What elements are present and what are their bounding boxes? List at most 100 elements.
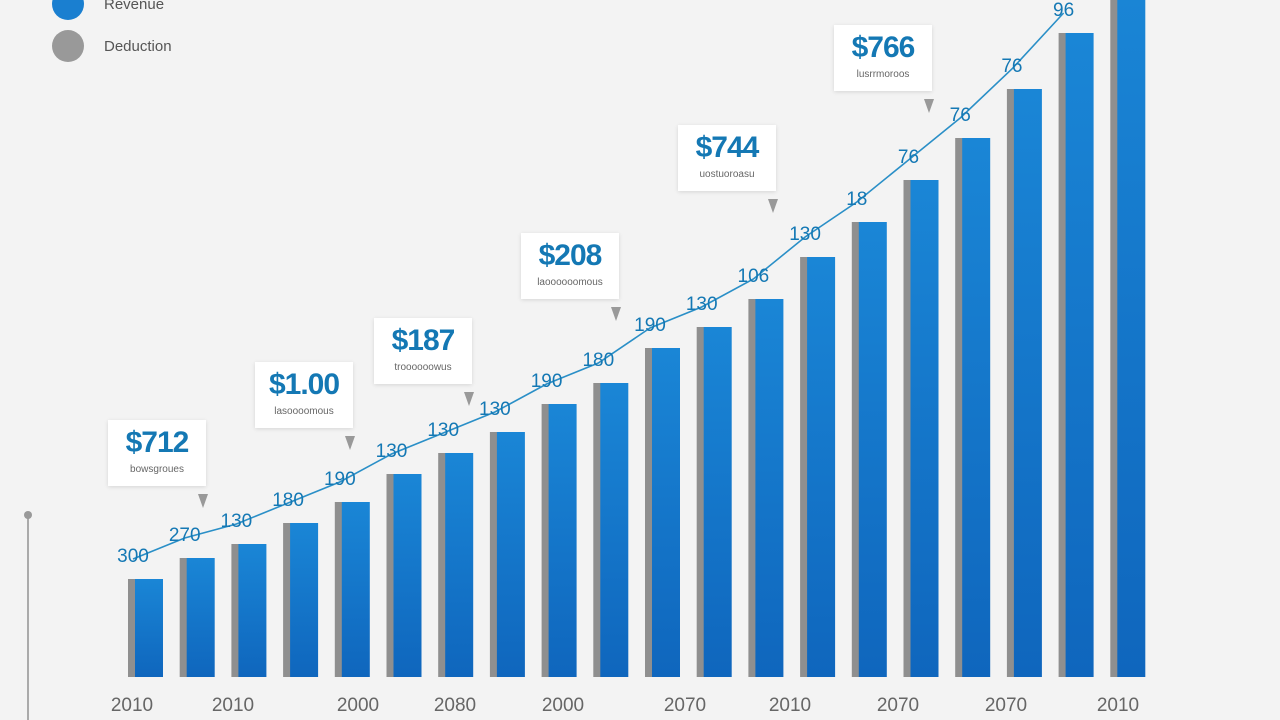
legend-item-deduction: Deduction xyxy=(52,30,172,62)
bar xyxy=(496,432,525,677)
x-tick-label: 2070 xyxy=(985,695,1027,716)
bar xyxy=(238,544,267,677)
legend-dot-gray xyxy=(52,30,84,62)
callout-pointer-icon xyxy=(768,199,778,213)
bar xyxy=(910,180,939,677)
bar xyxy=(135,579,163,677)
x-tick-label: 2010 xyxy=(212,695,254,716)
callout-caption: lasoooomous xyxy=(274,406,334,417)
x-tick-label: 2010 xyxy=(769,695,811,716)
x-tick-label: 2000 xyxy=(542,695,584,716)
line-data-label: 190 xyxy=(634,315,666,336)
line-data-label: 130 xyxy=(221,511,253,532)
bar-side xyxy=(903,180,912,677)
bar-side xyxy=(1110,0,1119,677)
bar-side xyxy=(1006,89,1015,677)
line-data-label: 180 xyxy=(272,490,304,511)
callout-value: $208 xyxy=(538,239,603,272)
bar xyxy=(703,327,732,677)
line-data-label: 270 xyxy=(169,525,201,546)
legend-item-revenue: Revenue xyxy=(52,0,164,20)
callout-pointer-icon xyxy=(464,392,474,406)
legend-label: Deduction xyxy=(104,37,172,55)
line-data-label: 130 xyxy=(789,224,821,245)
bar-side xyxy=(593,383,602,677)
bar-side xyxy=(800,257,809,677)
callout-pointer-icon xyxy=(611,307,621,321)
axis-line xyxy=(27,515,29,720)
line-data-label: 130 xyxy=(686,294,718,315)
axis-dot xyxy=(24,511,32,519)
callout-box: $712 bowsgroues xyxy=(108,420,208,508)
legend-dot-blue xyxy=(52,0,84,20)
bar xyxy=(341,502,370,677)
bar-side xyxy=(231,544,240,677)
bar xyxy=(186,558,215,677)
callout-box: $1.00 lasoooomous xyxy=(255,362,355,450)
bar-side xyxy=(489,432,498,677)
callout-pointer-icon xyxy=(924,99,934,113)
x-tick-label: 2080 xyxy=(434,695,476,716)
callout-caption: lusrrmoroos xyxy=(856,69,910,80)
bar xyxy=(652,348,680,677)
x-tick-label: 2070 xyxy=(877,695,919,716)
line-data-label: 130 xyxy=(479,399,511,420)
bar xyxy=(548,404,577,677)
callout-box: $766 lusrrmoroos xyxy=(834,25,934,113)
bar-side xyxy=(748,299,757,677)
line-data-label: 190 xyxy=(531,371,563,392)
callout-caption: bowsgroues xyxy=(130,464,184,475)
bar-side xyxy=(645,348,653,677)
bar-side xyxy=(128,579,136,677)
line-data-label: 76 xyxy=(950,105,971,126)
callout-pointer-icon xyxy=(198,494,208,508)
x-tick-label: 2070 xyxy=(664,695,706,716)
bar xyxy=(393,474,422,677)
bar-side xyxy=(179,558,188,677)
bar xyxy=(600,383,629,677)
bar xyxy=(755,299,784,677)
callout-box: $744 uostuoroasu xyxy=(678,125,778,213)
callout-caption: uostuoroasu xyxy=(699,169,755,180)
bar xyxy=(1013,89,1042,677)
bar-side xyxy=(283,523,292,677)
bar xyxy=(1117,0,1146,677)
callout-value: $1.00 xyxy=(268,368,340,401)
x-tick-label: 2010 xyxy=(1097,695,1139,716)
bar xyxy=(962,138,991,677)
line-data-label: 76 xyxy=(1001,56,1022,77)
bar xyxy=(445,453,474,677)
bar xyxy=(290,523,319,677)
line-data-label: 190 xyxy=(324,469,356,490)
line-data-label: 130 xyxy=(376,441,408,462)
bar-side xyxy=(696,327,705,677)
bar xyxy=(807,257,836,677)
callout-value: $744 xyxy=(695,131,760,164)
legend-label: Revenue xyxy=(104,0,165,13)
callout-value: $187 xyxy=(391,324,456,357)
bar-side xyxy=(955,138,964,677)
x-tick-label: 2000 xyxy=(337,695,379,716)
bar-side xyxy=(334,502,343,677)
bar-side xyxy=(1058,33,1067,677)
line-data-label: 180 xyxy=(582,350,614,371)
x-tick-label: 2010 xyxy=(111,695,153,716)
callout-value: $766 xyxy=(851,31,916,64)
line-data-label: 96 xyxy=(1053,0,1074,21)
bar xyxy=(858,222,887,677)
callout-caption: troooooowus xyxy=(394,362,452,373)
line-data-label: 18 xyxy=(846,189,867,210)
callout-value: $712 xyxy=(125,426,190,459)
bar-side xyxy=(438,453,447,677)
callout-box: $187 troooooowus xyxy=(374,318,474,406)
line-data-label: 106 xyxy=(738,266,770,287)
callout-box: $208 laoooooomous xyxy=(521,233,621,321)
bar xyxy=(1065,33,1094,677)
bar-side xyxy=(541,404,550,677)
line-data-label: 300 xyxy=(117,546,149,567)
line-data-label: 76 xyxy=(898,147,919,168)
bar-side xyxy=(851,222,860,677)
line-data-label: 130 xyxy=(427,420,459,441)
callout-pointer-icon xyxy=(345,436,355,450)
